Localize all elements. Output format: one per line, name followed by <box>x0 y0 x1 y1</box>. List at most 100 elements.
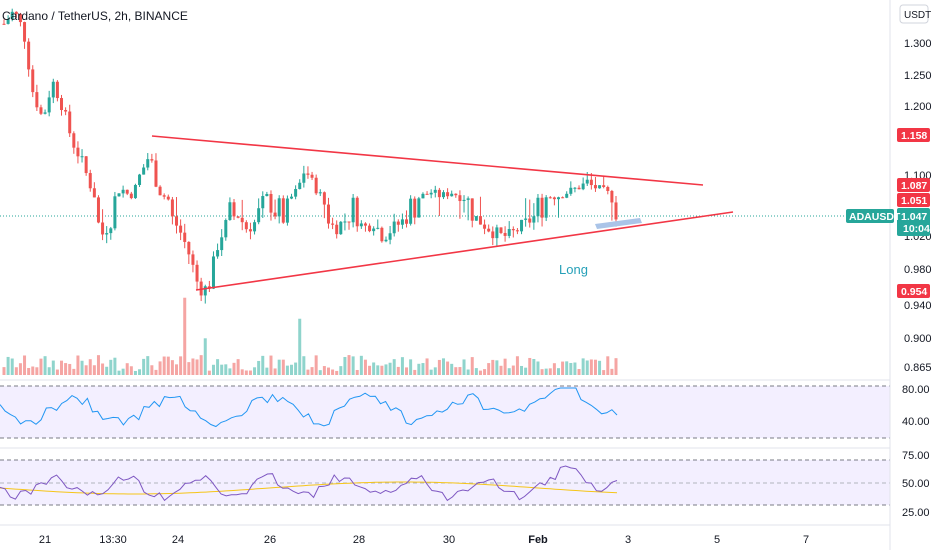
candle-body <box>232 202 236 217</box>
candle-body <box>589 179 593 186</box>
candle-body <box>450 193 454 197</box>
last-price-badge <box>897 208 930 236</box>
volume-bar <box>109 359 113 375</box>
candle-body <box>331 223 335 225</box>
volume-bar <box>84 365 88 375</box>
volume-bar <box>400 357 404 375</box>
volume-bar <box>199 355 203 375</box>
volume-bar <box>507 368 511 375</box>
candle-body <box>400 219 404 225</box>
price-badge-label: 1.087 <box>901 180 927 192</box>
volume-bar <box>18 363 22 375</box>
chart-grid <box>0 215 932 526</box>
rsi-band <box>0 386 890 438</box>
volume-bar <box>142 358 146 375</box>
candle-body <box>294 189 298 197</box>
volume-bar <box>433 367 437 375</box>
currency-button[interactable]: USDT <box>899 4 931 24</box>
candle-body <box>39 107 43 114</box>
candle-body <box>179 225 183 233</box>
volume-bar <box>216 359 220 375</box>
time-tick-label: 30 <box>443 534 455 546</box>
volume-bar <box>43 356 47 375</box>
volume-bar <box>125 363 129 375</box>
candle-body <box>23 22 27 42</box>
candle-body <box>515 230 519 232</box>
candle-body <box>593 185 597 189</box>
candle-body <box>277 198 281 217</box>
candle-body <box>125 189 129 194</box>
volume-bar <box>318 370 322 375</box>
candle-body <box>310 174 314 178</box>
candle-body <box>540 197 544 218</box>
volume-bar <box>269 355 273 375</box>
candle-body <box>556 197 560 200</box>
time-axis[interactable]: 21 13:30 24 26 28 30 Feb 3 5 7 <box>39 534 809 546</box>
volume-bar <box>113 357 117 375</box>
volume-bar <box>55 369 59 375</box>
volume-bar <box>290 364 294 375</box>
price-badge-label: 0.954 <box>901 286 927 298</box>
volume-bar <box>614 358 618 375</box>
volume-bar <box>417 363 421 375</box>
price-axis[interactable]: 1.3001.2501.2001.1001.0200.9800.9400.900… <box>846 0 932 550</box>
candle-body <box>548 197 552 199</box>
volume-bar <box>331 369 335 375</box>
candle-body <box>211 256 215 289</box>
candle-body <box>528 218 532 223</box>
volume-bar <box>593 359 597 375</box>
volume-bar <box>483 369 487 375</box>
volume-bar <box>413 369 417 375</box>
candle-body <box>18 14 22 23</box>
volume-bar <box>294 362 298 375</box>
candle-body <box>175 216 179 226</box>
candle-body <box>483 224 487 229</box>
volume-bar <box>248 370 252 375</box>
volume-bar <box>51 360 55 375</box>
candle-body <box>372 228 376 232</box>
price-tick-label: 0.900 <box>904 333 932 345</box>
volume-bar <box>556 368 560 375</box>
candle-body <box>203 286 207 296</box>
candle-body <box>10 11 14 20</box>
volume-bar <box>265 367 269 375</box>
volume-bar <box>429 369 433 375</box>
candle-body <box>495 227 499 239</box>
candle-body <box>351 197 355 223</box>
time-tick-label: 21 <box>39 534 51 546</box>
time-tick-label: 3 <box>625 534 631 546</box>
volume-bar <box>462 359 466 375</box>
volume-bar <box>179 356 183 375</box>
volume-bar <box>64 363 68 375</box>
time-tick-label: 5 <box>714 534 720 546</box>
candle-body <box>376 227 380 229</box>
candle-body <box>396 221 400 225</box>
candle-body <box>388 233 392 240</box>
volume-bar <box>499 365 503 375</box>
volume-bar <box>470 357 474 375</box>
rsi-tick: 80.00 <box>902 384 930 396</box>
volume-bar <box>392 359 396 375</box>
candle-body <box>248 229 252 232</box>
candle-body <box>183 232 187 242</box>
candle-body <box>417 198 421 218</box>
candle-body <box>306 173 310 175</box>
volume-bar <box>585 360 589 375</box>
volume-bar <box>524 367 528 375</box>
volume-bar <box>491 359 495 375</box>
volume-bar <box>39 358 43 375</box>
volume-bar <box>548 368 552 375</box>
volume-bar <box>23 355 27 375</box>
countdown-label: 10:04 <box>903 223 930 235</box>
volume-bar <box>446 361 450 375</box>
volume-bar <box>211 364 215 375</box>
candle-body <box>314 177 318 194</box>
candle-body <box>343 221 347 223</box>
volume-bar <box>6 356 10 375</box>
price-badge <box>897 284 930 298</box>
candle-body <box>76 147 80 157</box>
candle-body <box>507 229 511 236</box>
candle-body <box>162 195 166 197</box>
candle-body <box>31 69 35 93</box>
